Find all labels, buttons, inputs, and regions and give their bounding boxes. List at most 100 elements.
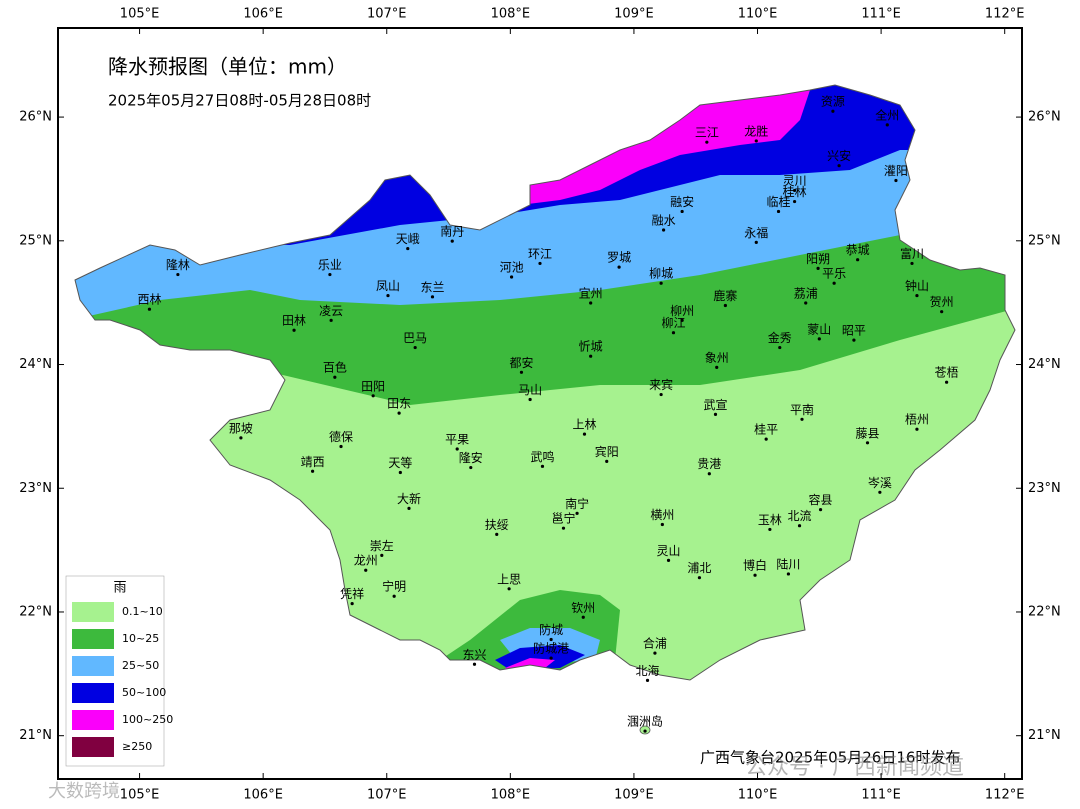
city-dot xyxy=(776,209,781,214)
city-label: 天等 xyxy=(388,456,412,470)
x-tick-label: 110°E xyxy=(738,788,778,803)
city-label: 百色 xyxy=(323,361,347,375)
city-label: 乐业 xyxy=(318,258,342,272)
y-tick-label: 24°N xyxy=(1028,357,1061,372)
city-label: 柳江 xyxy=(661,316,685,330)
city-label: 苍梧 xyxy=(935,365,959,380)
city-dot xyxy=(878,490,882,494)
city-label: 贵港 xyxy=(697,457,721,471)
city-dot xyxy=(364,568,368,572)
city-dot xyxy=(666,558,671,562)
city-label: 防城 xyxy=(539,622,563,637)
city-label: 阳朔 xyxy=(806,251,830,266)
city-label: 东兴 xyxy=(462,648,486,662)
city-label: 灵山 xyxy=(657,544,681,558)
city-dot xyxy=(386,293,390,298)
y-tick-label: 26°N xyxy=(19,110,52,125)
city-dot xyxy=(804,301,808,305)
city-label: 天峨 xyxy=(396,232,420,246)
y-tick-label: 22°N xyxy=(1028,604,1061,619)
city-dot xyxy=(852,338,856,342)
city-label: 兴安 xyxy=(827,148,851,163)
x-tick-label: 108°E xyxy=(491,7,531,22)
city-label: 忻城 xyxy=(579,340,603,354)
x-tick-label: 111°E xyxy=(861,7,901,22)
y-tick-label: 25°N xyxy=(19,233,52,248)
city-label: 龙州 xyxy=(354,554,378,568)
city-label: 岑溪 xyxy=(868,476,892,490)
city-dot xyxy=(528,397,532,402)
city-label: 贺州 xyxy=(930,295,954,309)
city-dot xyxy=(713,412,718,416)
x-tick-label: 110°E xyxy=(738,7,778,22)
city-dot xyxy=(310,469,315,473)
city-label: 邕宁 xyxy=(551,511,575,526)
city-dot xyxy=(865,441,870,445)
city-label: 都安 xyxy=(509,355,533,370)
city-label: 武宣 xyxy=(703,397,727,412)
issuer: 广西气象台2025年05月26日16时发布 xyxy=(700,749,960,767)
city-label: 武鸣 xyxy=(530,449,554,464)
city-label: 金秀 xyxy=(768,330,792,345)
city-label: 钟山 xyxy=(905,278,929,293)
city-dot xyxy=(407,506,411,510)
x-tick-label: 108°E xyxy=(491,788,531,803)
city-dot xyxy=(575,511,579,515)
city-label: 横州 xyxy=(650,508,674,522)
legend-swatch xyxy=(72,629,114,649)
city-label: 上林 xyxy=(572,418,596,432)
y-tick-label: 24°N xyxy=(19,357,52,372)
city-label: 那坡 xyxy=(229,421,253,435)
y-tick-label: 21°N xyxy=(1028,728,1061,743)
city-dot xyxy=(792,188,797,193)
city-label: 宜州 xyxy=(579,286,603,301)
city-label: 桂林 xyxy=(783,184,807,199)
city-dot xyxy=(786,572,791,576)
city-label: 合浦 xyxy=(643,636,667,651)
city-dot xyxy=(832,281,836,285)
city-dot xyxy=(831,109,835,113)
city-label: 昭平 xyxy=(842,324,866,338)
city-dot xyxy=(333,375,337,379)
province-border xyxy=(74,84,1016,681)
city-dot xyxy=(645,678,650,682)
legend-swatch xyxy=(72,656,114,676)
x-tick-label: 109°E xyxy=(614,788,654,803)
city-label: 田阳 xyxy=(361,379,385,393)
city-dot xyxy=(540,464,545,468)
y-tick-label: 22°N xyxy=(19,604,52,619)
city-dot xyxy=(837,164,841,168)
city-label: 灵川 xyxy=(783,174,807,188)
city-dot xyxy=(659,281,663,285)
city-dot xyxy=(329,318,333,322)
city-label: 临桂 xyxy=(767,194,791,209)
x-tick-label: 107°E xyxy=(367,788,407,803)
city-dot xyxy=(538,261,542,266)
city-dot xyxy=(910,261,914,266)
city-label: 凭祥 xyxy=(340,586,364,601)
city-dot xyxy=(406,246,410,251)
city-dot xyxy=(792,199,797,204)
city-label: 田东 xyxy=(387,397,411,411)
city-dot xyxy=(680,209,684,214)
city-label: 巴马 xyxy=(403,331,427,345)
city-label: 来宾 xyxy=(649,377,673,392)
city-dot xyxy=(176,272,180,277)
city-label: 靖西 xyxy=(301,455,325,469)
map-subtitle: 2025年05月27日08时-05月28日08时 xyxy=(108,92,371,110)
city-dot xyxy=(680,318,684,322)
city-dot xyxy=(661,228,666,232)
city-label: 马山 xyxy=(518,383,542,397)
city-label: 宁明 xyxy=(382,579,406,594)
city-label: 陆川 xyxy=(776,556,800,571)
city-label: 涠洲岛 xyxy=(627,714,663,729)
city-label: 鹿寨 xyxy=(713,288,737,303)
city-dot xyxy=(753,573,757,577)
legend-swatch xyxy=(72,737,114,757)
city-label: 融安 xyxy=(670,194,694,209)
legend-title: 雨 xyxy=(113,581,126,596)
city-label: 钦州 xyxy=(571,601,595,615)
legend-label: 10~25 xyxy=(122,632,159,645)
city-label: 南丹 xyxy=(440,224,464,239)
